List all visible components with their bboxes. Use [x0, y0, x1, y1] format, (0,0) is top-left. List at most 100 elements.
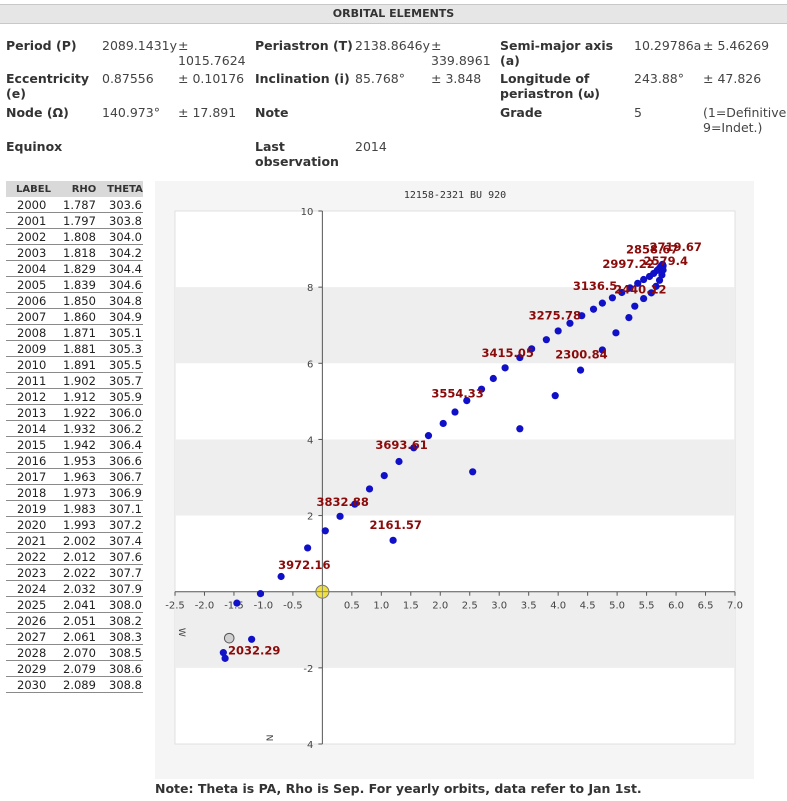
y-tick-label: -2	[303, 664, 313, 675]
theta-cell: 307.7	[107, 564, 143, 581]
y-tick-label: 4	[307, 740, 313, 751]
x-tick-label: 6.5	[698, 601, 714, 612]
row-label-cell: 2020	[6, 516, 61, 533]
row-label-cell: 2025	[6, 596, 61, 613]
table-header-row: LABEL RHO THETA	[6, 181, 143, 197]
epoch-annotation: 3693.61	[375, 438, 427, 452]
orbit-point	[626, 284, 634, 292]
table-row: 2025 2.041 308.0	[6, 596, 143, 613]
rho-cell: 1.891	[61, 356, 107, 373]
rho-cell: 1.912	[61, 388, 107, 405]
x-tick-label: 5.0	[609, 601, 625, 612]
table-row: 2018 1.973 306.9	[6, 484, 143, 501]
theta-cell: 304.9	[107, 308, 143, 325]
rho-cell: 1.818	[61, 244, 107, 261]
theta-cell: 308.5	[107, 644, 143, 661]
period-error: ± 1015.7624	[178, 38, 246, 68]
theta-cell: 306.7	[107, 468, 143, 485]
table-row: 2024 2.032 307.9	[6, 580, 143, 597]
orbital-elements-header: ORBITAL ELEMENTS	[0, 4, 787, 24]
theta-cell: 304.2	[107, 244, 143, 261]
epoch-annotation: 3275.78	[529, 309, 581, 323]
orbit-point	[410, 444, 418, 452]
x-tick-label: 1.0	[373, 601, 389, 612]
period-label: Period (P)	[6, 38, 77, 53]
rho-cell: 2.061	[61, 628, 107, 645]
table-row: 2009 1.881 305.3	[6, 340, 143, 357]
orbit-point	[618, 288, 626, 297]
table-row: 2001 1.797 303.8	[6, 212, 143, 229]
table-row: 2021 2.002 307.4	[6, 532, 143, 549]
theta-cell: 303.8	[107, 212, 143, 229]
west-axis-letter: W	[176, 628, 186, 637]
orbit-plot-panel: 12158-2321 BU 920 -2.5 -2.0 -1.5 -1.0 -0.5 0.5…	[155, 181, 754, 779]
rho-cell: 1.993	[61, 516, 107, 533]
table-row: 2003 1.818 304.2	[6, 244, 143, 261]
row-label-cell: 2011	[6, 372, 61, 389]
theta-cell: 307.2	[107, 516, 143, 533]
y-tick-label: 4	[307, 435, 313, 446]
orbit-point	[304, 544, 312, 552]
rho-cell: 1.871	[61, 324, 107, 341]
rho-cell: 1.850	[61, 292, 107, 309]
orbit-point	[395, 457, 403, 466]
row-label-cell: 2001	[6, 212, 61, 229]
orbit-point	[608, 294, 616, 302]
theta-cell: 304.0	[107, 228, 143, 245]
epoch-annotation: 2032.29	[228, 644, 280, 658]
inclination-label: Inclination (i)	[255, 71, 350, 86]
orbit-point	[219, 649, 227, 657]
orbit-point	[598, 346, 606, 354]
table-row: 2004 1.829 304.4	[6, 260, 143, 277]
rho-cell: 1.953	[61, 452, 107, 469]
row-label-cell: 2019	[6, 500, 61, 517]
rho-cell: 1.839	[61, 276, 107, 293]
theta-cell: 307.6	[107, 548, 143, 565]
x-tick-label: -2.0	[195, 601, 215, 612]
rho-cell: 1.787	[61, 197, 107, 213]
epoch-annotation: 3972.16	[278, 558, 330, 572]
x-tick-label: 7.0	[727, 601, 743, 612]
grade-label: Grade	[500, 105, 543, 120]
orbit-point	[634, 279, 642, 287]
epoch-annotation: 3136.5	[573, 279, 617, 293]
table-row: 2026 2.051 308.2	[6, 612, 143, 629]
x-tick-label: 4.0	[550, 601, 566, 612]
plot-band	[175, 287, 735, 364]
theta-cell: 304.4	[107, 260, 143, 277]
longitude-periastron-label: Longitude of periastron (ω)	[500, 71, 601, 101]
node-label: Node (Ω)	[6, 105, 69, 120]
x-tick-label: -1.0	[254, 601, 274, 612]
theta-cell: 305.3	[107, 340, 143, 357]
x-tick-label: 3.0	[491, 601, 507, 612]
rho-cell: 1.932	[61, 420, 107, 437]
x-tick-label: -2.5	[165, 601, 185, 612]
orbit-point	[578, 312, 586, 320]
inclination-error: ± 3.848	[431, 71, 482, 86]
row-label-cell: 2004	[6, 260, 61, 277]
row-label-cell: 2022	[6, 548, 61, 565]
theta-cell: 304.6	[107, 276, 143, 293]
table-row: 2002 1.808 304.0	[6, 228, 143, 245]
orbit-point	[248, 635, 256, 643]
orbit-point	[566, 319, 574, 327]
rho-cell: 1.860	[61, 308, 107, 325]
y-tick-label: 2	[307, 512, 313, 523]
orbit-point	[256, 590, 265, 598]
periastron-error: ± 339.8961	[431, 38, 491, 68]
theta-cell: 308.8	[107, 676, 143, 693]
x-tick-label: 3.5	[521, 601, 537, 612]
row-label-cell: 2029	[6, 660, 61, 677]
rho-cell: 1.922	[61, 404, 107, 421]
orbit-point	[625, 314, 633, 322]
orbit-point	[652, 282, 660, 290]
orbit-point	[501, 364, 509, 372]
orbit-point	[589, 305, 598, 313]
periastron-value: 2138.8646y	[355, 38, 430, 53]
row-label-cell: 2026	[6, 612, 61, 629]
row-label-cell: 2000	[6, 197, 61, 213]
theta-cell: 307.9	[107, 580, 143, 597]
row-label-cell: 2010	[6, 356, 61, 373]
longitude-periastron-error: ± 47.826	[703, 71, 762, 86]
orbit-point	[576, 366, 585, 374]
